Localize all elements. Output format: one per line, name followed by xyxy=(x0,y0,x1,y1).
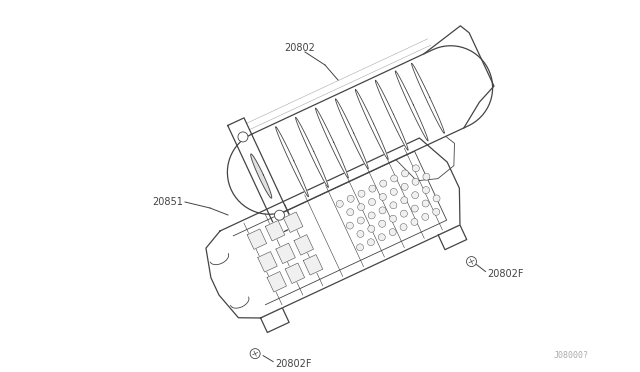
Polygon shape xyxy=(251,154,272,198)
Circle shape xyxy=(467,257,477,267)
Circle shape xyxy=(369,185,376,192)
Circle shape xyxy=(400,224,407,231)
Circle shape xyxy=(356,244,364,251)
Polygon shape xyxy=(284,212,303,232)
Circle shape xyxy=(357,230,364,237)
Polygon shape xyxy=(260,308,289,333)
Polygon shape xyxy=(276,127,308,197)
Polygon shape xyxy=(294,235,314,255)
Circle shape xyxy=(238,132,248,142)
Text: 20802F: 20802F xyxy=(275,359,312,369)
Text: 20802F: 20802F xyxy=(488,269,524,279)
Circle shape xyxy=(379,207,386,214)
Polygon shape xyxy=(355,90,388,160)
Circle shape xyxy=(250,349,260,359)
Circle shape xyxy=(346,222,353,229)
Polygon shape xyxy=(303,255,323,275)
Polygon shape xyxy=(227,46,493,214)
Circle shape xyxy=(368,212,375,219)
Circle shape xyxy=(358,203,365,211)
Circle shape xyxy=(389,229,396,235)
Circle shape xyxy=(412,165,419,172)
Circle shape xyxy=(411,218,418,225)
Polygon shape xyxy=(424,26,494,128)
Circle shape xyxy=(378,234,385,241)
Circle shape xyxy=(422,187,429,193)
Circle shape xyxy=(401,170,408,177)
Circle shape xyxy=(390,215,397,222)
Circle shape xyxy=(412,205,419,212)
Circle shape xyxy=(401,197,408,204)
Circle shape xyxy=(433,195,440,202)
Polygon shape xyxy=(266,221,285,241)
Circle shape xyxy=(357,217,364,224)
Circle shape xyxy=(422,214,429,220)
Circle shape xyxy=(275,210,284,220)
Circle shape xyxy=(358,190,365,197)
Text: 20851: 20851 xyxy=(152,197,183,207)
Circle shape xyxy=(423,173,430,180)
Circle shape xyxy=(380,180,387,187)
Polygon shape xyxy=(258,251,277,272)
Polygon shape xyxy=(234,151,447,305)
Circle shape xyxy=(401,210,408,217)
Circle shape xyxy=(401,183,408,190)
Text: 20802: 20802 xyxy=(284,43,315,53)
Polygon shape xyxy=(296,118,328,187)
Circle shape xyxy=(336,201,343,207)
Polygon shape xyxy=(247,229,267,249)
Polygon shape xyxy=(206,138,460,318)
Polygon shape xyxy=(228,118,295,234)
Circle shape xyxy=(412,178,419,185)
Circle shape xyxy=(380,193,387,201)
Circle shape xyxy=(379,220,386,227)
Polygon shape xyxy=(438,225,467,250)
Circle shape xyxy=(368,225,375,232)
Circle shape xyxy=(412,192,419,199)
Circle shape xyxy=(390,175,397,182)
Polygon shape xyxy=(285,263,305,283)
Circle shape xyxy=(367,239,374,246)
Circle shape xyxy=(390,188,397,195)
Circle shape xyxy=(347,195,354,202)
Polygon shape xyxy=(375,80,408,150)
Circle shape xyxy=(347,209,354,216)
Text: J08000?: J08000? xyxy=(554,352,589,360)
Circle shape xyxy=(422,200,429,207)
Polygon shape xyxy=(267,272,287,292)
Polygon shape xyxy=(396,71,428,141)
Circle shape xyxy=(433,208,440,215)
Polygon shape xyxy=(276,243,295,264)
Polygon shape xyxy=(335,99,368,169)
Circle shape xyxy=(390,202,397,209)
Polygon shape xyxy=(412,63,444,133)
Circle shape xyxy=(369,199,376,206)
Polygon shape xyxy=(316,108,348,178)
